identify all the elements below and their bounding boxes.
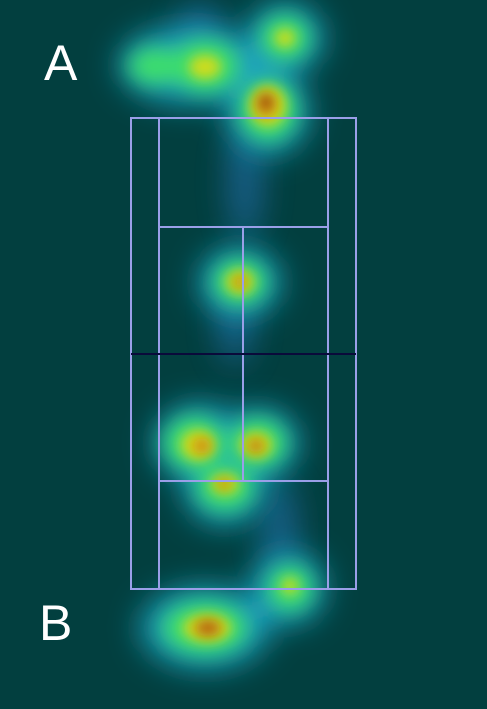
heat-blobs: [120, 4, 324, 668]
heat-blob-core: [275, 29, 295, 47]
heat-blob-hot: [260, 95, 272, 109]
tennis-court: [130, 117, 357, 590]
heat-blob-hot: [248, 439, 264, 453]
heat-blob-core: [189, 55, 221, 79]
heat-blob-hot: [234, 276, 246, 288]
heat-blob-hot: [193, 438, 211, 454]
player-a-label: A: [44, 35, 78, 91]
heat-blob-mid: [129, 48, 181, 84]
heat-blob-hot: [195, 620, 221, 636]
player-b-label: B: [39, 595, 73, 651]
heat-blob-core: [282, 578, 298, 594]
